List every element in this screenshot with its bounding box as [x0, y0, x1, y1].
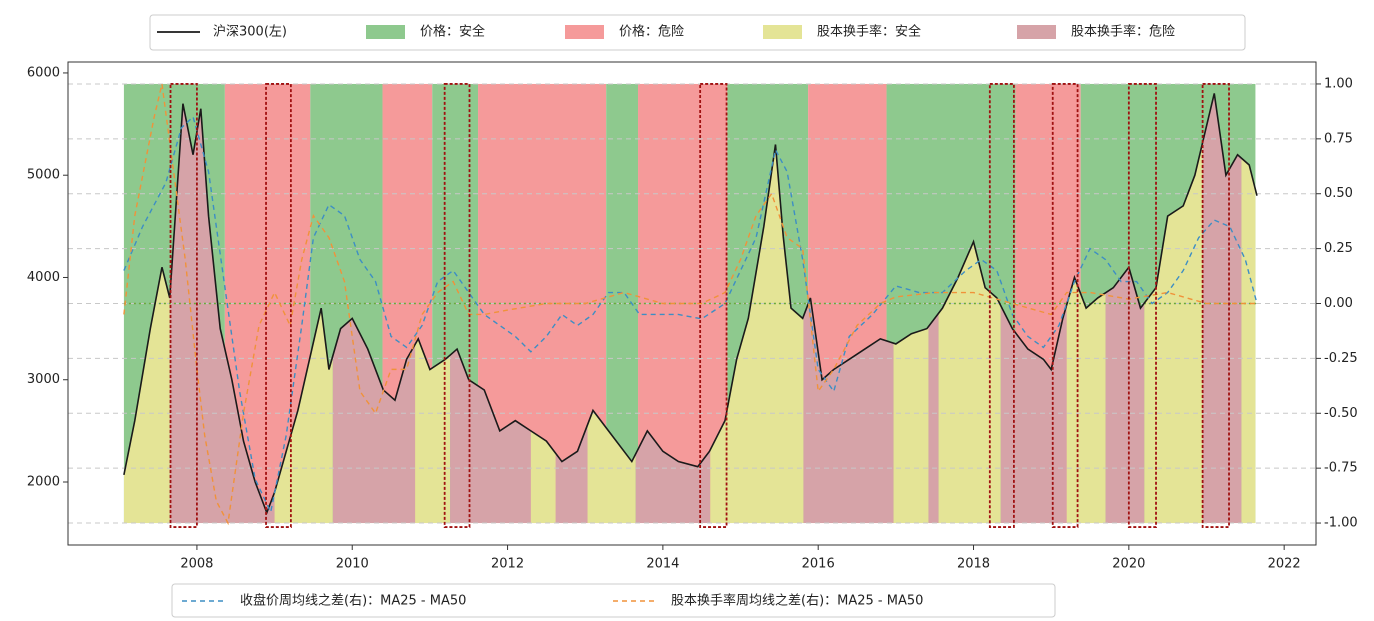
highlight-box — [699, 83, 728, 528]
highlight-box — [265, 83, 292, 528]
highlight-box — [1201, 83, 1230, 528]
y2-tick-label: -0.25 — [1324, 351, 1358, 366]
y-tick-label: 3000 — [27, 372, 60, 387]
x-tick-label: 2022 — [1268, 557, 1301, 572]
legend-label: 沪深300(左) — [213, 24, 287, 40]
highlight-box — [1051, 83, 1079, 528]
legend-swatch — [366, 25, 405, 39]
plot-frame — [67, 61, 1317, 546]
legend-swatch — [1017, 25, 1056, 39]
legend-label: 价格：危险 — [619, 24, 684, 40]
y2-tick-label: -0.75 — [1324, 461, 1358, 476]
x-tick-label: 2014 — [646, 557, 679, 572]
x-tick-label: 2020 — [1112, 557, 1145, 572]
legend-label: 收盘价周均线之差(右)：MA25 - MA50 — [240, 593, 466, 609]
highlight-box — [988, 83, 1015, 528]
y-tick-label: 5000 — [27, 168, 60, 183]
legend-box — [149, 14, 1246, 51]
y-tick-label: 4000 — [27, 270, 60, 285]
x-tick-label: 2018 — [957, 557, 990, 572]
turnover-region — [1202, 93, 1242, 524]
x-tick-label: 2012 — [491, 557, 524, 572]
highlight-box — [169, 83, 198, 528]
legend-label: 股本换手率：安全 — [817, 24, 921, 40]
x-tick-label: 2010 — [336, 557, 369, 572]
y2-tick-label: 0.00 — [1324, 296, 1353, 311]
y2-tick-label: -1.00 — [1324, 516, 1358, 531]
legend-label: 价格：安全 — [420, 24, 485, 40]
y-tick-label: 6000 — [27, 65, 60, 80]
y2-tick-label: 0.75 — [1324, 131, 1353, 146]
highlight-box — [443, 83, 471, 528]
series-line — [123, 83, 1257, 526]
y2-tick-label: 1.00 — [1324, 76, 1353, 91]
legend-swatch — [763, 25, 802, 39]
series-line — [123, 115, 1258, 515]
turnover-region — [1241, 93, 1256, 524]
y2-tick-label: 0.25 — [1324, 241, 1353, 256]
x-tick-label: 2016 — [802, 557, 835, 572]
x-tick-label: 2008 — [180, 557, 213, 572]
legend-label: 股本换手率周均线之差(右)：MA25 - MA50 — [671, 593, 923, 609]
y-tick-label: 2000 — [27, 475, 60, 490]
legend-swatch — [565, 25, 604, 39]
y2-tick-label: 0.50 — [1324, 186, 1353, 201]
series-line — [123, 93, 1258, 515]
legend-label: 股本换手率：危险 — [1071, 24, 1175, 40]
y2-tick-label: -0.50 — [1324, 406, 1358, 421]
